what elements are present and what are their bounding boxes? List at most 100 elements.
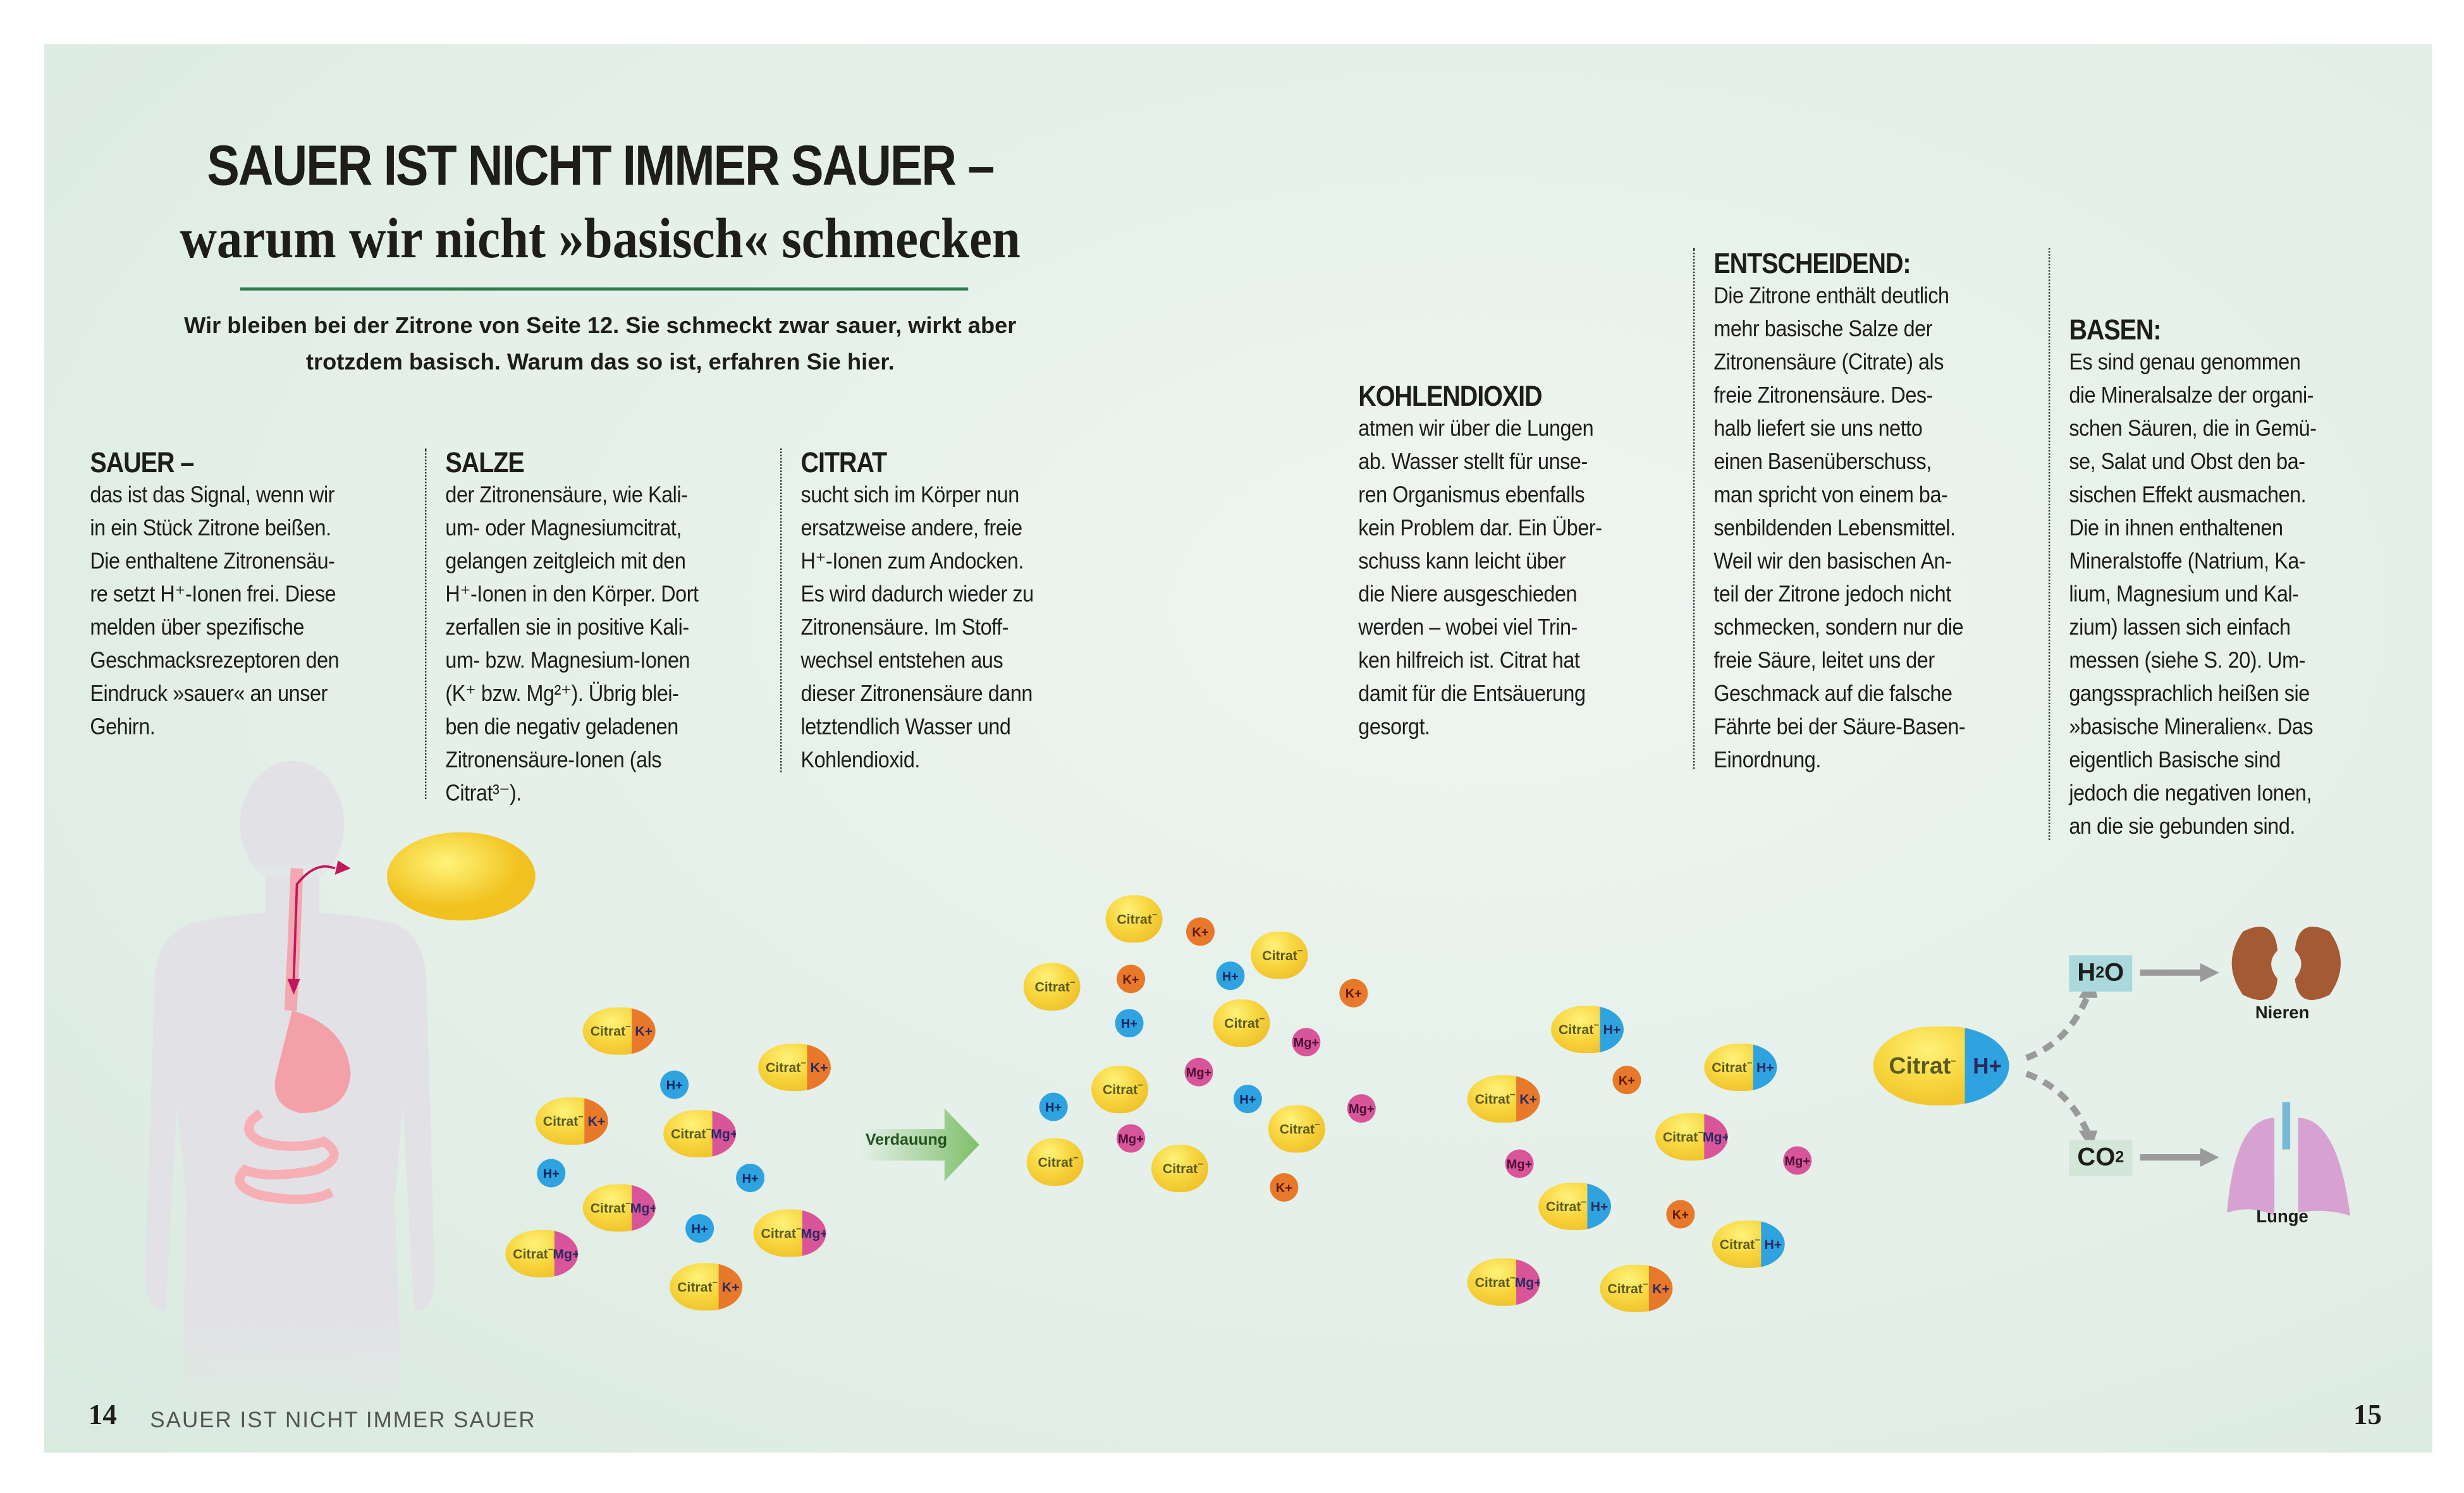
text-column-5: ENTSCHEIDEND: Die Zitrone enthält deutlic… [1713, 247, 1993, 779]
citrate-mg-molecule: Citrat− Mg+ [505, 1229, 579, 1277]
column-text-line: Mineralstoffe (Natrium, Ka- [2069, 549, 2306, 575]
column-text-line: der Zitronensäure, wie Kali- [445, 483, 688, 509]
column-text-line: sucht sich im Körper nun [800, 483, 1019, 509]
column-text-line: Kohlendioxid. [800, 748, 920, 774]
h-ion: H+ [685, 1214, 714, 1243]
column-heading: BASEN: [2069, 314, 2161, 346]
column-text-line: Eindruck »sauer« an unser [90, 682, 328, 708]
column-text-line: Es sind genau genommen [2069, 350, 2301, 376]
citrate-h-molecule: Citrat− H+ [1538, 1183, 1611, 1230]
column-text-line: letztendlich Wasser und [800, 715, 1011, 741]
citrate-mg-molecule: Citrat− Mg+ [753, 1209, 826, 1257]
h-ion: H+ [1039, 1092, 1068, 1121]
k-ion: K+ [1186, 917, 1215, 946]
column-text-line: Zitronensäure (Citrate) als [1713, 350, 1944, 376]
h-ion: H+ [1233, 1085, 1262, 1114]
citrate-molecule: Citrat− [1023, 963, 1081, 1011]
column-text-line: in ein Stück Zitrone beißen. [90, 516, 331, 542]
text-column-2: SALZE der Zitronensäure, wie Kali-um- ode… [445, 445, 726, 812]
column-divider [780, 448, 782, 772]
column-text-line: messen (siehe S. 20). Um- [2069, 649, 2305, 674]
column-text-line: melden über spezifische [90, 616, 304, 642]
mg-ion: Mg+ [1117, 1124, 1146, 1153]
citrate-k-molecule: Citrat− K+ [535, 1097, 608, 1145]
column-divider [1693, 248, 1695, 769]
column-text-line: »basische Mineralien«. Das [2069, 715, 2314, 741]
k-ion: K+ [1117, 965, 1146, 994]
column-text-line: einen Basenüberschuss, [1713, 449, 1932, 475]
column-divider [424, 448, 427, 799]
column-text-line: Geschmack auf die falsche [1713, 682, 1952, 708]
column-text-line: ab. Wasser stellt für unse- [1358, 449, 1588, 475]
path-arrows [2025, 969, 2204, 1161]
h-ion: H+ [736, 1164, 765, 1192]
mg-ion: Mg+ [1184, 1057, 1213, 1087]
citrate-k-molecule: Citrat− K+ [758, 1044, 831, 1092]
h-ion: H+ [1216, 961, 1245, 990]
column-divider [2048, 248, 2050, 840]
h-ion: H+ [1115, 1009, 1144, 1038]
column-heading: KOHLENDIOXID [1358, 381, 1542, 412]
column-text-line: Gehirn. [90, 715, 156, 741]
column-text-line: Citrat³⁻). [445, 781, 522, 807]
column-text-line: schmecken, sondern nur die [1713, 616, 1964, 642]
column-text-line: atmen wir über die Lungen [1358, 417, 1594, 442]
citrate-molecule: Citrat− [1268, 1105, 1325, 1153]
text-column-6: BASEN: Es sind genau genommen die Minerals… [2069, 313, 2344, 845]
lemon-illustration [387, 832, 536, 921]
lungs-label: Lunge [2256, 1207, 2308, 1227]
digestion-arrow [861, 1108, 979, 1181]
text-column-3: CITRAT sucht sich im Körper nun ersatzweis… [800, 445, 1059, 778]
column-text-line: senbildenden Lebensmittel. [1713, 516, 1956, 542]
column-text-line: re setzt H⁺-Ionen frei. Diese [90, 582, 336, 608]
page-number-left: 14 [88, 1399, 117, 1431]
citrate-mg-molecule: Citrat− Mg+ [1467, 1258, 1540, 1306]
column-text-line: (K⁺ bzw. Mg²⁺). Übrig blei- [445, 682, 679, 708]
column-text-line: halb liefert sie uns netto [1713, 417, 1923, 442]
column-text-line: schen Säuren, die in Gemü- [2069, 417, 2317, 442]
column-text-line: Die in ihnen enthaltenen [2069, 516, 2283, 542]
human-body-silhouette [145, 761, 436, 1422]
column-text-line: gesorgt. [1358, 715, 1430, 741]
column-text-line: um- oder Magnesiumcitrat, [445, 516, 682, 542]
mg-ion: Mg+ [1292, 1028, 1321, 1057]
citrate-mg-molecule: Citrat− Mg+ [582, 1184, 656, 1232]
citrate-mg-molecule: Citrat− Mg+ [663, 1110, 737, 1158]
column-text-line: damit für die Entsäuerung [1358, 682, 1586, 708]
citrate-molecule: Citrat− [1091, 1066, 1149, 1114]
text-column-4: KOHLENDIOXID atmen wir über die Lungen ab.… [1358, 379, 1629, 746]
column-text-line: sischen Effekt ausmachen. [2069, 483, 2307, 509]
intro-text: Wir bleiben bei der Zitrone von Seite 12… [184, 314, 1017, 376]
column-text-line: Zitronensäure-Ionen (als [445, 748, 662, 774]
digestive-tract [235, 860, 351, 1204]
column-heading: CITRAT [800, 446, 887, 478]
citrate-molecule: Citrat− [1251, 931, 1308, 979]
column-text-line: werden – wobei viel Trin- [1358, 616, 1578, 642]
column-text-line: gelangen zeitgleich mit den [445, 549, 686, 575]
column-text-line: Weil wir den basischen An- [1713, 549, 1952, 575]
column-text-line: ben die negativ geladenen [445, 715, 678, 741]
page-subtitle: warum wir nicht »basisch« schmecken [180, 207, 1021, 271]
column-text-line: Einordnung. [1713, 748, 1821, 774]
citrate-h-molecule: Citrat− H+ [1551, 1006, 1624, 1054]
column-text-line: schuss kann leicht über [1358, 549, 1566, 575]
column-text-line: ren Organismus ebenfalls [1358, 483, 1585, 509]
co2-formula-box: CO 2 [2069, 1140, 2133, 1177]
page-background [44, 44, 2432, 1453]
column-heading: ENTSCHEIDEND: [1713, 248, 1911, 280]
page-title: SAUER IST NICHT IMMER SAUER – [207, 132, 995, 198]
column-text-line: Es wird dadurch wieder zu [800, 582, 1034, 608]
arrowheads [2078, 963, 2219, 1167]
column-text-line: jedoch die negativen Ionen, [2069, 781, 2312, 807]
column-text-line: an die sie gebunden sind. [2069, 814, 2295, 840]
h-ion: H+ [660, 1070, 689, 1099]
page-number-right: 15 [2353, 1399, 2382, 1431]
citrate-molecule: Citrat− [1151, 1145, 1208, 1192]
mg-ion: Mg+ [1347, 1094, 1376, 1123]
citrate-molecule: Citrat− [1105, 895, 1163, 943]
citrate-k-molecule: Citrat− K+ [670, 1263, 743, 1311]
column-text-line: H⁺-Ionen zum Andocken. [800, 549, 1024, 575]
column-text-line: ken hilfreich ist. Citrat hat [1358, 649, 1580, 674]
mg-ion: Mg+ [1505, 1149, 1534, 1178]
column-text-line: teil der Zitrone jedoch nicht [1713, 582, 1951, 608]
